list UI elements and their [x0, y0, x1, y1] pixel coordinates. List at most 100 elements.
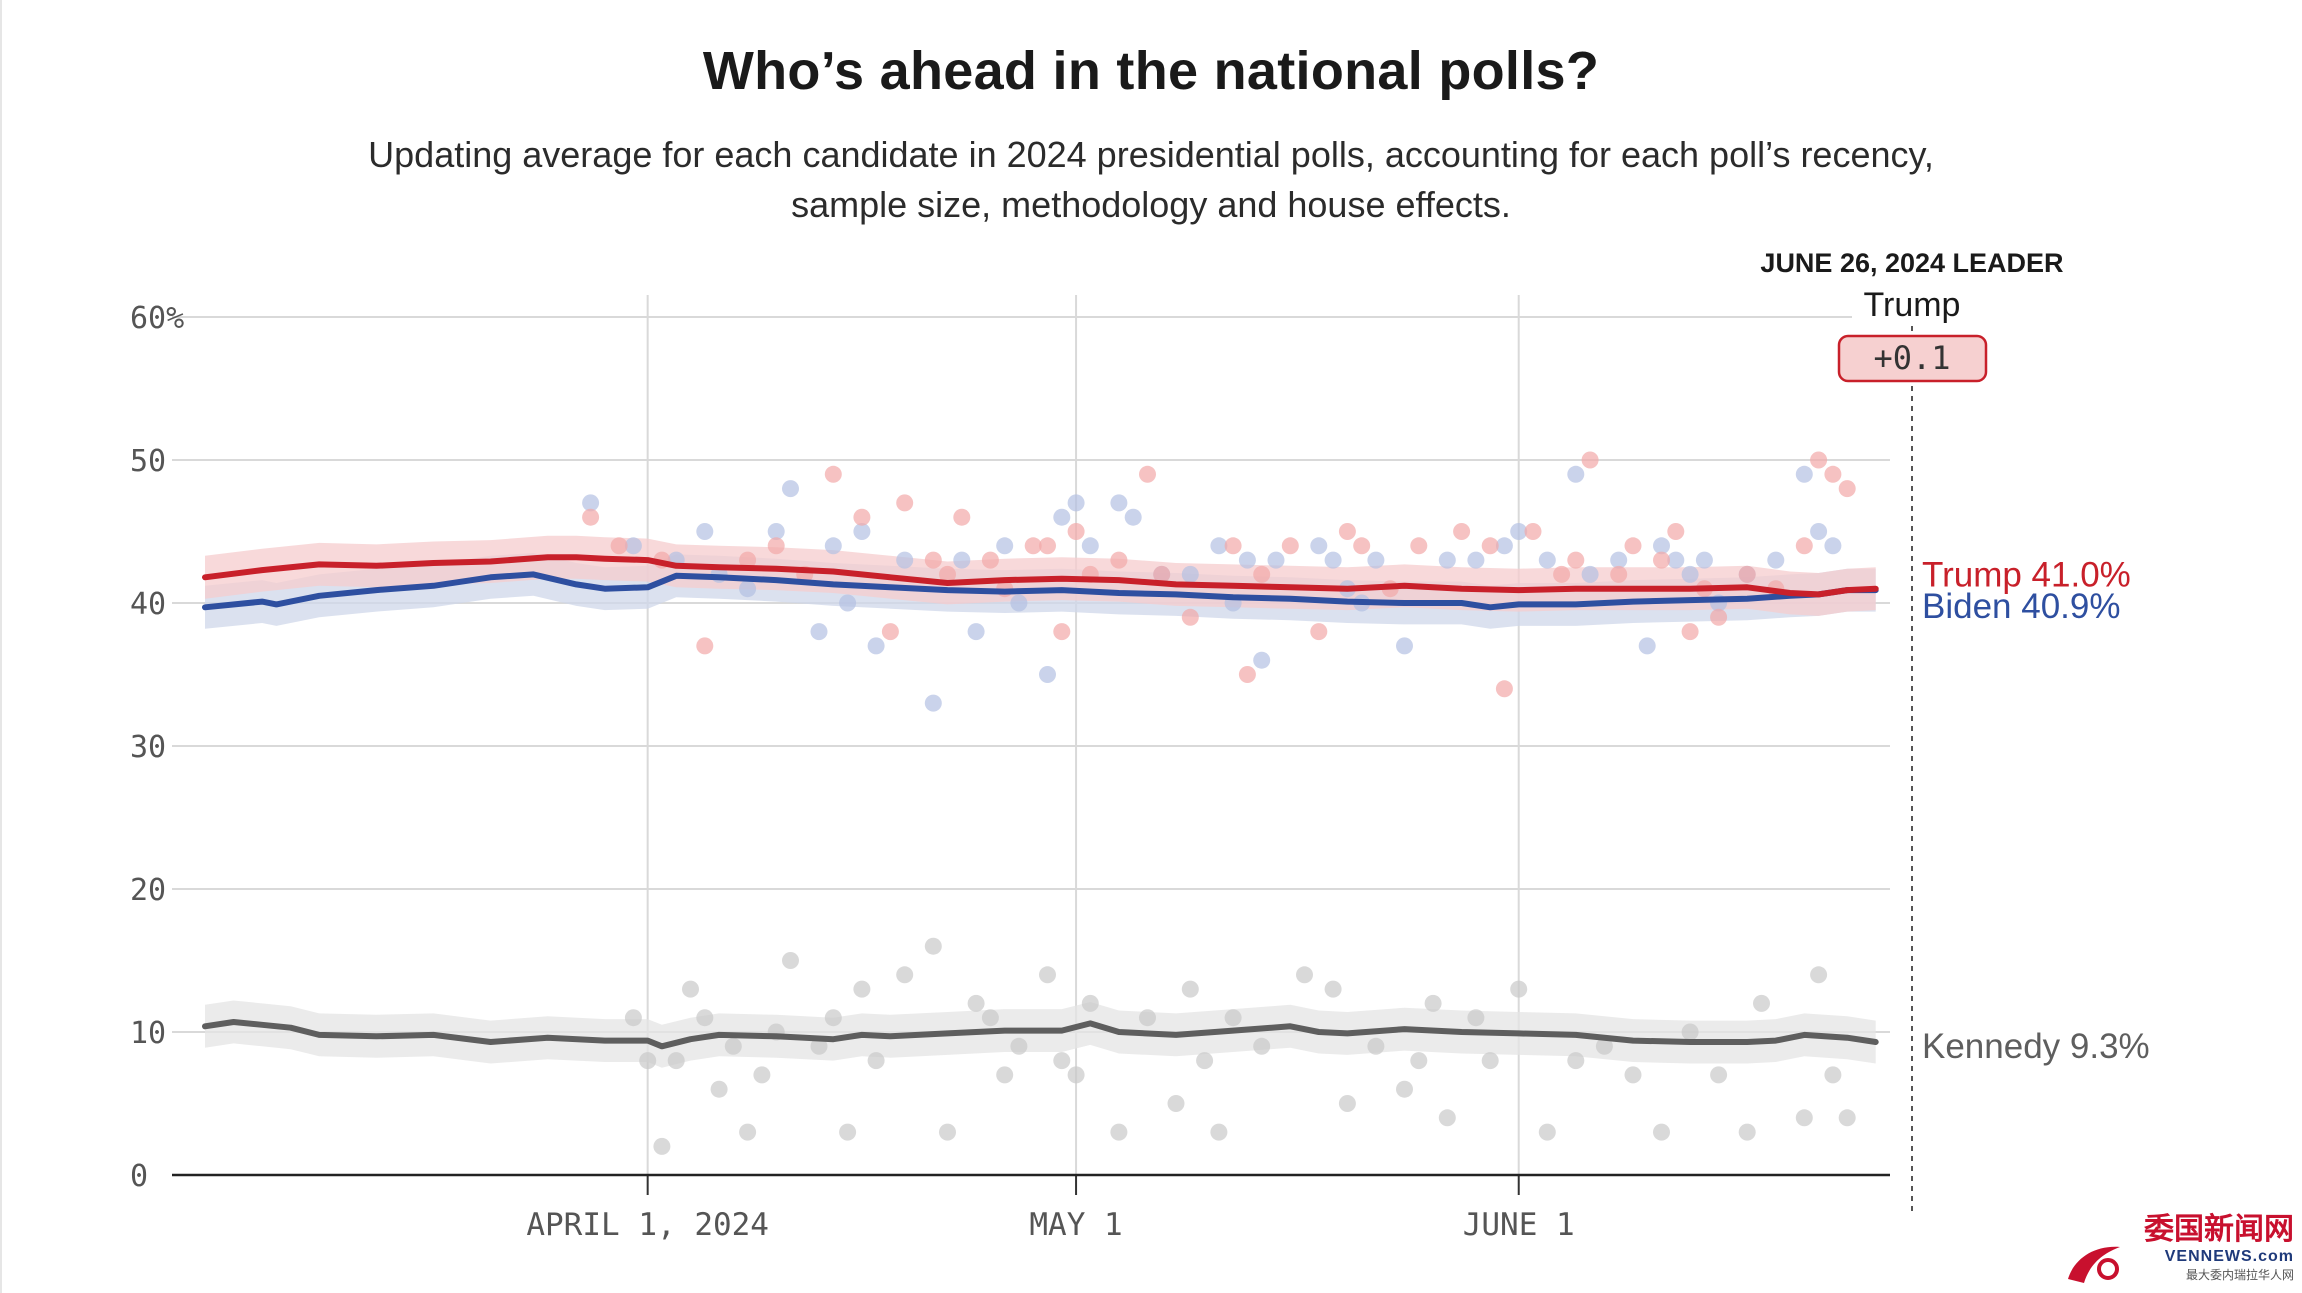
axes: 0 10 20 30 40 50 60% APRIL 1, 2024 MAY 1 JUNE 1: [130, 301, 1890, 1243]
trump-poll-dot: [1653, 551, 1670, 569]
trump-poll-dot: [1710, 608, 1728, 626]
kennedy-poll-dot: [1424, 994, 1442, 1012]
trump-poll-dot: [582, 508, 600, 526]
kennedy-poll-dot: [1396, 1080, 1413, 1098]
y-tick-label-40: 40: [130, 587, 166, 622]
biden-poll-dot: [924, 694, 942, 712]
trump-poll-dot: [881, 623, 899, 641]
kennedy-poll-dot: [1795, 1109, 1813, 1127]
kennedy-poll-dot: [1081, 994, 1099, 1012]
kennedy-uncertainty-band: [205, 1000, 1876, 1068]
leader-margin-badge: [1837, 334, 1988, 383]
kennedy-poll-dot: [1210, 1123, 1228, 1141]
trump-poll-dot: [1738, 565, 1756, 583]
kennedy-poll-dot: [867, 1052, 885, 1070]
x-tick-label-92: JUNE 1: [1463, 1207, 1575, 1243]
kennedy-poll-dot: [810, 1037, 828, 1055]
biden-poll-dot: [824, 537, 842, 555]
kennedy-poll-dot: [1139, 1009, 1156, 1027]
kennedy-poll-dot: [1681, 1023, 1699, 1041]
kennedy-poll-dot: [996, 1066, 1014, 1084]
kennedy-average-line: [202, 1019, 1879, 1050]
kennedy-poll-dot: [1653, 1123, 1670, 1141]
kennedy-poll-dot: [1296, 966, 1313, 984]
kennedy-poll-dot: [1367, 1037, 1385, 1055]
biden-poll-dot: [624, 537, 642, 555]
biden-poll-dot: [953, 551, 971, 569]
y-tick-label-50: 50: [130, 444, 166, 479]
biden-poll-dot: [696, 523, 714, 540]
watermark: 委国新闻网 VENNEWS.com 最大委内瑞拉华人网: [2144, 1204, 2294, 1283]
trump-poll-dot: [1567, 551, 1585, 569]
biden-poll-dot: [1253, 651, 1271, 669]
y-tick-label-20: 20: [130, 873, 166, 908]
trump-end-label: Trump 41.0%: [1922, 556, 2131, 595]
trump-poll-dot: [1238, 666, 1256, 683]
biden-poll-dot: [1124, 508, 1142, 526]
kennedy-poll-dot: [896, 966, 914, 984]
x-tick-label-61: MAY 1: [1029, 1207, 1122, 1243]
trump-poll-dot: [1481, 537, 1499, 555]
biden-poll-dot: [1267, 551, 1285, 569]
trump-poll-dot: [1139, 465, 1156, 483]
watermark-logo-icon: [2068, 1246, 2120, 1283]
kennedy-poll-dot: [1467, 1009, 1485, 1027]
trump-poll-dot: [767, 537, 785, 555]
biden-poll-dot: [1067, 494, 1085, 512]
kennedy-poll-dot: [1110, 1123, 1128, 1141]
trump-poll-dot: [1338, 523, 1356, 540]
trump-poll-dot: [1224, 537, 1242, 555]
trump-poll-dot: [1310, 623, 1328, 641]
kennedy-poll-dot: [667, 1052, 685, 1070]
biden-poll-dot: [1467, 551, 1485, 569]
biden-poll-dot: [1510, 523, 1528, 540]
kennedy-poll-dot: [1810, 966, 1828, 984]
uncertainty-bands: [205, 535, 1876, 1068]
kennedy-poll-dot: [1624, 1066, 1642, 1084]
kennedy-poll-dot: [1410, 1052, 1428, 1070]
kennedy-poll-dot: [1253, 1037, 1271, 1055]
trump-poll-dot: [1053, 623, 1071, 641]
kennedy-poll-dot: [1595, 1037, 1613, 1055]
kennedy-poll-dot: [924, 937, 942, 955]
trump-poll-dot: [1838, 480, 1856, 498]
biden-poll-dot: [853, 523, 871, 540]
biden-poll-dot: [1667, 551, 1685, 569]
y-tick-label-30: 30: [130, 730, 166, 765]
biden-poll-dot: [1653, 537, 1670, 555]
kennedy-poll-dot: [824, 1009, 842, 1027]
trump-poll-dot: [1810, 451, 1828, 469]
trump-poll-dot: [1581, 451, 1599, 469]
biden-poll-dot: [582, 494, 600, 512]
kennedy-poll-dot: [981, 1009, 999, 1027]
kennedy-poll-dot: [753, 1066, 771, 1084]
kennedy-poll-dot: [1538, 1123, 1556, 1141]
trump-poll-dot: [1281, 537, 1299, 555]
trump-poll-dot: [1681, 623, 1699, 641]
kennedy-poll-dot: [1324, 980, 1342, 998]
biden-poll-dot: [1767, 551, 1785, 569]
biden-poll-dot: [1238, 551, 1256, 569]
kennedy-poll-dot: [1224, 1009, 1242, 1027]
trump-poll-dot: [1610, 565, 1628, 583]
trump-poll-dot: [981, 551, 999, 569]
kennedy-poll-dot: [1710, 1066, 1728, 1084]
kennedy-poll-dot: [1510, 980, 1528, 998]
trump-poll-dot: [1453, 523, 1471, 540]
biden-poll-dot: [1538, 551, 1556, 569]
kennedy-poll-dot: [739, 1123, 757, 1141]
biden-poll-dot: [767, 523, 785, 540]
biden-poll-dot: [967, 623, 985, 641]
trump-poll-dot: [1495, 680, 1513, 698]
biden-poll-dot: [1610, 551, 1628, 569]
trump-poll-dot: [696, 637, 714, 655]
kennedy-poll-dot: [839, 1123, 857, 1141]
y-tick-label-10: 10: [130, 1016, 166, 1051]
biden-poll-dot: [996, 537, 1014, 555]
trump-poll-dot: [1553, 565, 1571, 583]
kennedy-poll-dot: [1010, 1037, 1028, 1055]
trump-poll-dot: [1181, 608, 1199, 626]
x-tick-label-31: APRIL 1, 2024: [526, 1207, 769, 1243]
trump-poll-dot: [824, 465, 842, 483]
y-tick-label-60: 60%: [130, 301, 184, 336]
